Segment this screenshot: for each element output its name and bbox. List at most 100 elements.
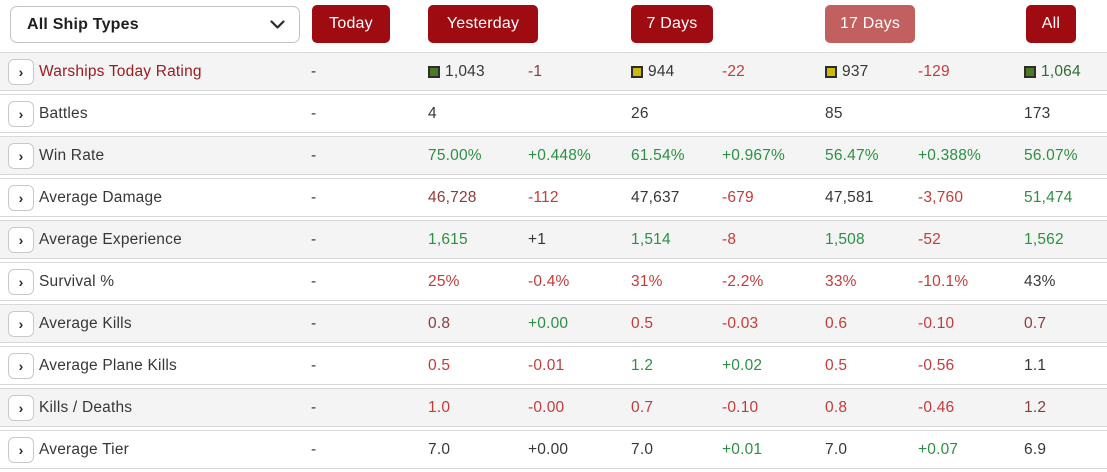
- cell-d7_del: -22: [722, 62, 746, 80]
- row-label: Win Rate: [39, 146, 105, 164]
- period-button-17-days[interactable]: 17 Days: [825, 5, 915, 43]
- cell-d7_val: 0.5: [631, 314, 654, 332]
- table-row: › Average Kills - 0.8 +0.00 0.5 -0.03 0.6 -0.10 0…: [0, 304, 1107, 343]
- cell-all: 1,064: [1024, 53, 1081, 90]
- cell-d17_del: +0.07: [918, 440, 959, 458]
- row-label: Kills / Deaths: [39, 398, 133, 416]
- rating-square-yellow-icon: [825, 65, 837, 78]
- cell-y_del: -0.00: [528, 398, 565, 416]
- table-row: › Average Experience - 1,615 +1 1,514 -8 1,508 -…: [0, 220, 1107, 259]
- chevron-down-icon: [270, 19, 285, 29]
- cell-d7_val: 26: [631, 104, 649, 122]
- period-button-7-days[interactable]: 7 Days: [631, 5, 713, 43]
- period-button-all[interactable]: All: [1026, 5, 1076, 43]
- cell-y_val: 46,728: [428, 188, 477, 206]
- cell-y_del: +0.00: [528, 314, 569, 332]
- cell-y_val: 1,043: [428, 53, 485, 90]
- row-label: Battles: [39, 104, 88, 122]
- chevron-right-icon[interactable]: ›: [8, 311, 34, 337]
- cell-d17_val: 0.5: [825, 356, 848, 374]
- chevron-right-icon[interactable]: ›: [8, 59, 34, 85]
- cell-d17_del: -0.10: [918, 314, 955, 332]
- cell-all: 43%: [1024, 272, 1056, 290]
- cell-d17_val: 56.47%: [825, 146, 879, 164]
- chevron-right-icon[interactable]: ›: [8, 185, 34, 211]
- rating-square-green-icon: [428, 65, 440, 78]
- row-label: Average Plane Kills: [39, 356, 177, 374]
- cell-d7_val: 47,637: [631, 188, 680, 206]
- table-row: › Warships Today Rating - 1,043 -1 944 -22 937 -…: [0, 52, 1107, 91]
- cell-y_del: -0.01: [528, 356, 565, 374]
- chevron-right-icon[interactable]: ›: [8, 227, 34, 253]
- cell-today: -: [311, 230, 317, 248]
- cell-y_val: 25%: [428, 272, 460, 290]
- cell-today: -: [311, 146, 317, 164]
- cell-d17_val: 7.0: [825, 440, 848, 458]
- period-button-today[interactable]: Today: [312, 5, 390, 43]
- cell-all: 0.7: [1024, 314, 1047, 332]
- rating-square-yellow-icon: [631, 65, 643, 78]
- cell-d7_val: 0.7: [631, 398, 654, 416]
- cell-d17_val: 0.6: [825, 314, 848, 332]
- row-label: Average Tier: [39, 440, 129, 458]
- cell-y_del: -0.4%: [528, 272, 570, 290]
- table-row: › Survival % - 25% -0.4% 31% -2.2% 33% -10.1% 43%: [0, 262, 1107, 301]
- ship-type-dropdown-value: All Ship Types: [27, 15, 139, 33]
- cell-d17_val: 85: [825, 104, 843, 122]
- table-row: › Average Damage - 46,728 -112 47,637 -679 47,5…: [0, 178, 1107, 217]
- chevron-right-icon[interactable]: ›: [8, 143, 34, 169]
- chevron-right-icon[interactable]: ›: [8, 353, 34, 379]
- cell-d17_val: 937: [825, 53, 868, 90]
- cell-today: -: [311, 440, 317, 458]
- cell-d17_del: +0.388%: [918, 146, 982, 164]
- cell-d17_del: -52: [918, 230, 942, 248]
- period-button-yesterday[interactable]: Yesterday: [428, 5, 538, 43]
- stats-table: › Warships Today Rating - 1,043 -1 944 -22 937 -…: [0, 52, 1107, 472]
- cell-all: 173: [1024, 104, 1051, 122]
- cell-d7_del: -8: [722, 230, 737, 248]
- filter-and-period-header: All Ship Types Today Yesterday 7 Days 17 Da…: [0, 0, 1107, 51]
- ship-type-dropdown[interactable]: All Ship Types: [10, 6, 300, 43]
- cell-d17_del: -129: [918, 62, 950, 80]
- cell-d17_del: -3,760: [918, 188, 964, 206]
- table-row: › Average Plane Kills - 0.5 -0.01 1.2 +0.02 0.5…: [0, 346, 1107, 385]
- cell-d17_val: 0.8: [825, 398, 848, 416]
- cell-today: -: [311, 62, 317, 80]
- cell-all: 51,474: [1024, 188, 1073, 206]
- cell-d7_val: 7.0: [631, 440, 654, 458]
- cell-y_val: 7.0: [428, 440, 451, 458]
- cell-d17_del: -0.56: [918, 356, 955, 374]
- table-row: › Kills / Deaths - 1.0 -0.00 0.7 -0.10 0.8 -0.46…: [0, 388, 1107, 427]
- cell-y_val: 75.00%: [428, 146, 482, 164]
- cell-d7_del: -679: [722, 188, 754, 206]
- cell-y_del: +0.448%: [528, 146, 592, 164]
- cell-d7_del: +0.02: [722, 356, 763, 374]
- cell-today: -: [311, 356, 317, 374]
- cell-d7_val: 1.2: [631, 356, 654, 374]
- cell-y_val: 1.0: [428, 398, 451, 416]
- chevron-right-icon[interactable]: ›: [8, 437, 34, 463]
- table-row: › Battles - 4 26 85 173: [0, 94, 1107, 133]
- cell-y_del: -1: [528, 62, 543, 80]
- cell-all: 56.07%: [1024, 146, 1078, 164]
- cell-today: -: [311, 398, 317, 416]
- cell-d17_del: -10.1%: [918, 272, 969, 290]
- cell-all: 1.2: [1024, 398, 1047, 416]
- table-row: › Win Rate - 75.00% +0.448% 61.54% +0.967% 56.4…: [0, 136, 1107, 175]
- cell-d7_val: 944: [631, 53, 674, 90]
- cell-all: 6.9: [1024, 440, 1047, 458]
- cell-d7_del: +0.01: [722, 440, 763, 458]
- cell-d17_val: 47,581: [825, 188, 874, 206]
- cell-d17_val: 33%: [825, 272, 857, 290]
- cell-d7_del: +0.967%: [722, 146, 786, 164]
- cell-today: -: [311, 314, 317, 332]
- chevron-right-icon[interactable]: ›: [8, 395, 34, 421]
- cell-y_val: 0.8: [428, 314, 451, 332]
- cell-d7_del: -0.10: [722, 398, 759, 416]
- chevron-right-icon[interactable]: ›: [8, 269, 34, 295]
- cell-d17_val: 1,508: [825, 230, 865, 248]
- chevron-right-icon[interactable]: ›: [8, 101, 34, 127]
- row-label: Average Damage: [39, 188, 163, 206]
- cell-d7_val: 1,514: [631, 230, 671, 248]
